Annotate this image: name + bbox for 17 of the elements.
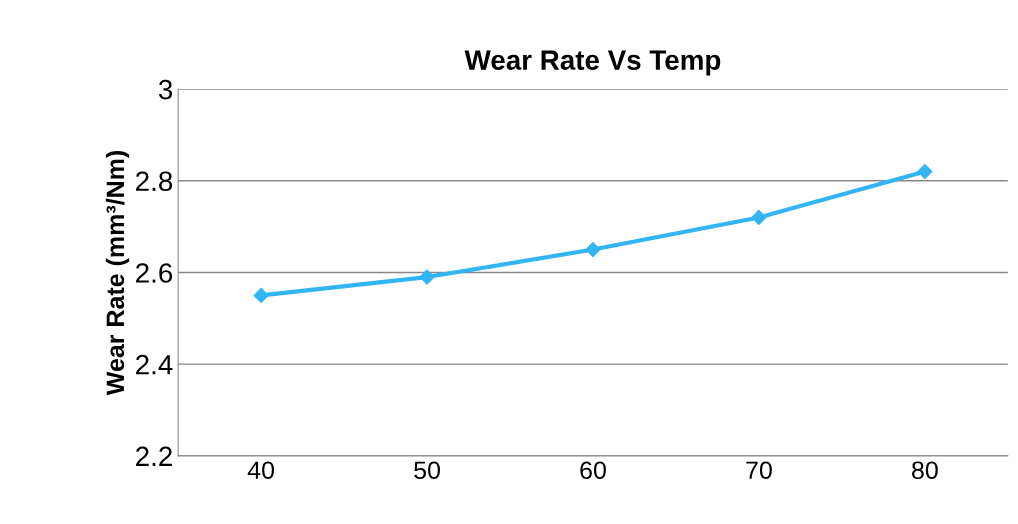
point <box>917 164 933 180</box>
y-tick-label: 3 <box>158 79 173 100</box>
point <box>253 287 269 303</box>
x-tick-label: 80 <box>912 461 938 480</box>
x-tick-label: 70 <box>746 461 772 480</box>
x-tick-label: 60 <box>580 461 606 480</box>
point <box>585 241 601 258</box>
point <box>751 209 767 226</box>
x-tick-label: 50 <box>414 461 440 480</box>
x-tick-label: 40 <box>247 461 275 480</box>
point <box>419 269 435 285</box>
y-tick-label: 2.4 <box>136 354 173 375</box>
y-tick-label: 2.2 <box>136 446 172 466</box>
chart-title: Wear Rate Vs Temp <box>464 50 721 76</box>
y-axis-title: Wear Rate (mm³/Nm) <box>105 151 130 396</box>
y-tick-label: 2.8 <box>136 171 173 192</box>
y-tick-label: 2.6 <box>136 263 173 283</box>
